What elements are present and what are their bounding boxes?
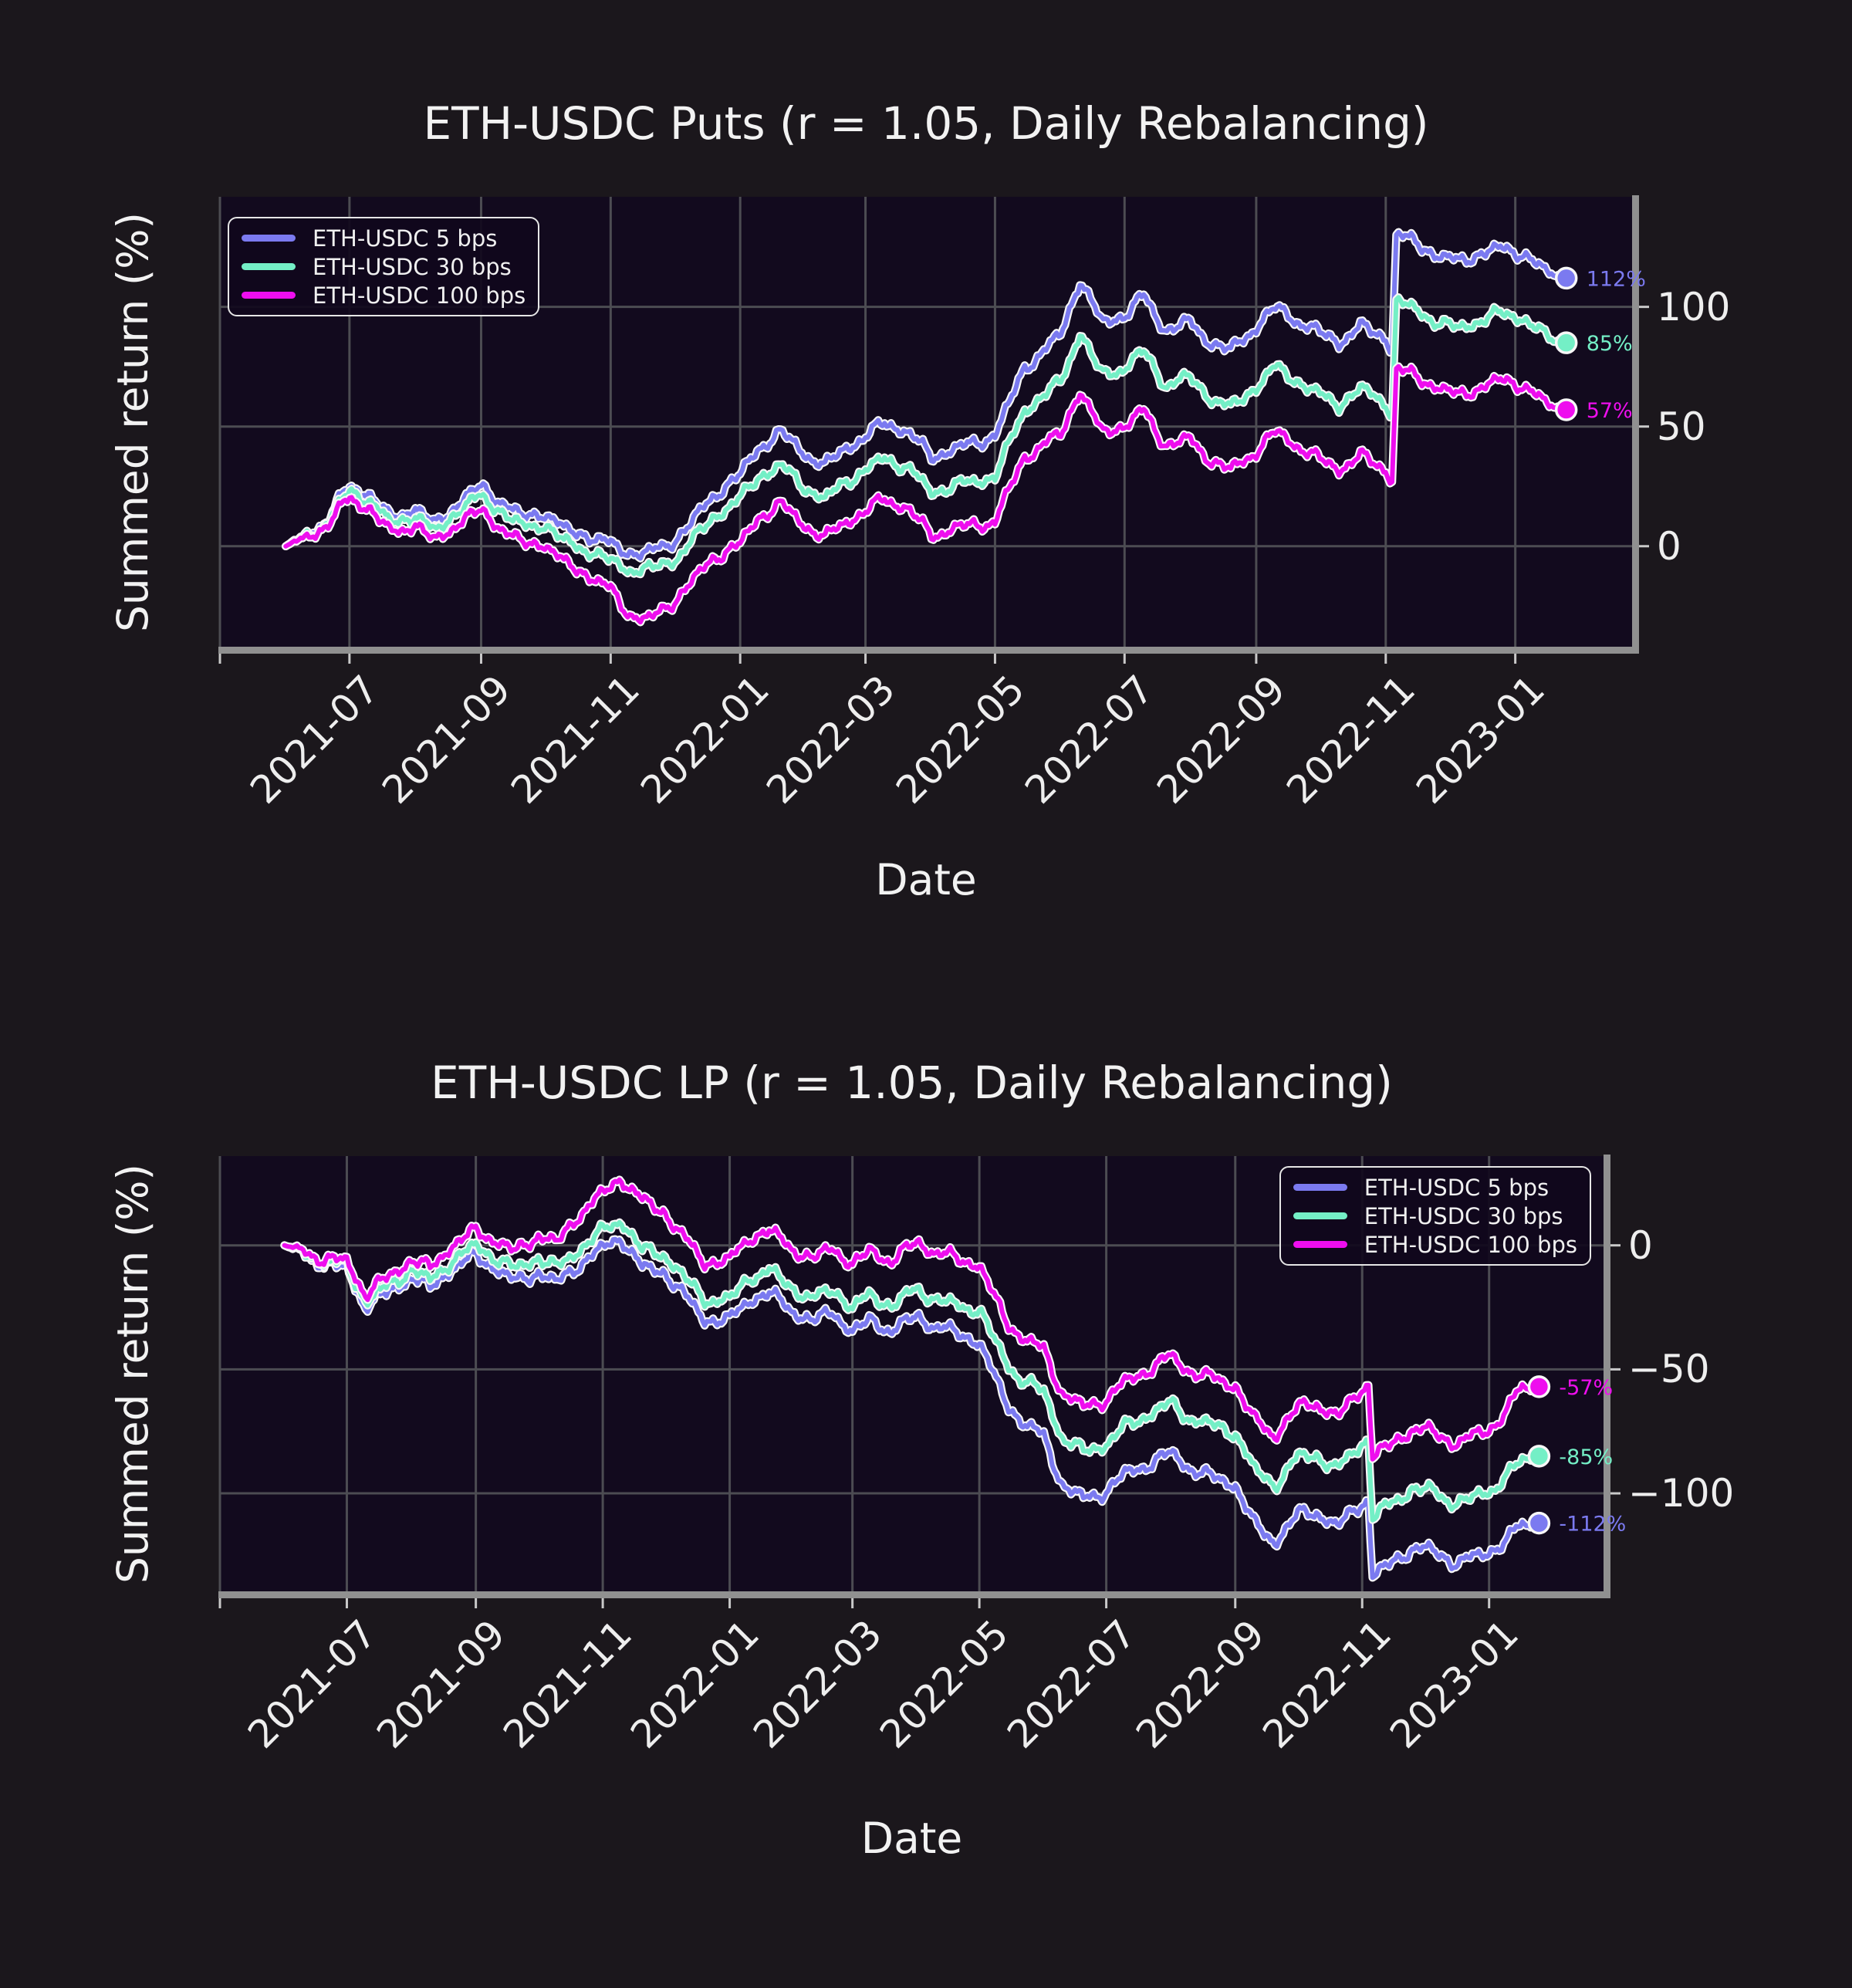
- endpoint-marker-lp-1: [1527, 1445, 1551, 1468]
- endpoint-label-lp-0: -112%: [1559, 1513, 1626, 1537]
- legend-swatch-icon: [242, 263, 296, 270]
- x-tick-label-lp: 2021-11: [495, 1611, 641, 1757]
- legend-label: ETH-USDC 5 bps: [1364, 1174, 1550, 1201]
- legend-lp: ETH-USDC 5 bps ETH-USDC 30 bps ETH-USDC 10…: [1279, 1166, 1591, 1266]
- x-axis-label-puts: Date: [875, 855, 977, 904]
- series-line-puts-0: [283, 229, 1569, 561]
- x-axis-label-lp: Date: [860, 1814, 963, 1863]
- axes-spines: [218, 1155, 1620, 1608]
- x-tick-label-lp: 2021-07: [238, 1611, 385, 1757]
- x-tick-label-lp: 2022-11: [1254, 1611, 1401, 1757]
- legend-label: ETH-USDC 30 bps: [1364, 1202, 1563, 1229]
- legend-item-puts-0: ETH-USDC 5 bps: [242, 224, 526, 252]
- series-line-puts-2: [283, 363, 1569, 625]
- legend-label: ETH-USDC 100 bps: [1364, 1231, 1577, 1258]
- x-tick-label-puts: 2022-01: [632, 667, 779, 813]
- x-tick-label-puts: 2021-11: [502, 667, 649, 813]
- legend-label: ETH-USDC 5 bps: [313, 225, 498, 252]
- legend-swatch-icon: [242, 235, 296, 242]
- endpoint-marker-lp-2: [1527, 1375, 1551, 1398]
- endpoint-label-puts-0: 112%: [1587, 267, 1646, 291]
- x-tick-label-puts: 2022-11: [1278, 667, 1424, 813]
- endpoint-label-puts-1: 85%: [1587, 332, 1633, 356]
- endpoint-label-lp-2: -57%: [1559, 1376, 1613, 1400]
- series-line-lp-2: [282, 1177, 1542, 1462]
- y-tick-label-lp: 0: [1628, 1222, 1653, 1268]
- y-axis-label-puts: Summed return (%): [108, 211, 157, 632]
- legend-swatch-icon: [242, 292, 296, 299]
- endpoint-marker-puts-1: [1554, 331, 1578, 354]
- legend-item-puts-1: ETH-USDC 30 bps: [242, 252, 526, 281]
- legend-item-lp-1: ETH-USDC 30 bps: [1293, 1202, 1577, 1230]
- endpoint-marker-puts-2: [1554, 398, 1578, 421]
- legend-item-puts-2: ETH-USDC 100 bps: [242, 281, 526, 309]
- legend-swatch-icon: [1293, 1184, 1347, 1191]
- x-tick-label-lp: 2021-09: [367, 1611, 514, 1757]
- x-tick-label-puts: 2021-07: [242, 667, 387, 813]
- legend-label: ETH-USDC 100 bps: [313, 282, 526, 309]
- y-tick-label-lp: −100: [1628, 1471, 1735, 1516]
- legend-puts: ETH-USDC 5 bps ETH-USDC 30 bps ETH-USDC 10…: [228, 217, 540, 316]
- endpoint-label-lp-1: -85%: [1559, 1445, 1613, 1469]
- endpoint-label-puts-2: 57%: [1587, 399, 1633, 423]
- series-line-lp-0: [282, 1236, 1542, 1581]
- y-tick-label-puts: 50: [1657, 404, 1706, 449]
- y-tick-label-lp: −50: [1628, 1347, 1710, 1392]
- x-tick-label-lp: 2022-09: [1127, 1611, 1273, 1757]
- x-tick-label-puts: 2021-09: [373, 667, 519, 813]
- chart-title-lp: ETH-USDC LP (r = 1.05, Daily Rebalancing…: [431, 1057, 1393, 1109]
- endpoint-marker-puts-0: [1554, 266, 1578, 290]
- x-tick-label-lp: 2022-05: [871, 1611, 1018, 1757]
- x-tick-label-puts: 2022-03: [757, 667, 904, 813]
- y-tick-label-puts: 100: [1657, 284, 1731, 330]
- endpoint-marker-lp-0: [1527, 1511, 1551, 1535]
- x-tick-label-lp: 2022-07: [998, 1611, 1144, 1757]
- x-tick-label-puts: 2023-01: [1407, 667, 1553, 813]
- x-tick-label-puts: 2022-09: [1148, 667, 1294, 813]
- legend-label: ETH-USDC 30 bps: [313, 253, 512, 280]
- y-tick-label-puts: 0: [1657, 523, 1681, 569]
- x-tick-label-puts: 2022-07: [1016, 667, 1163, 813]
- series-line-puts-1: [283, 295, 1569, 576]
- x-tick-label-lp: 2022-01: [621, 1611, 768, 1757]
- legend-item-lp-2: ETH-USDC 100 bps: [1293, 1230, 1577, 1259]
- chart-title-puts: ETH-USDC Puts (r = 1.05, Daily Rebalanci…: [423, 97, 1429, 150]
- legend-swatch-icon: [1293, 1241, 1347, 1248]
- y-axis-label-lp: Summed return (%): [108, 1164, 157, 1584]
- series-line-lp-1: [282, 1219, 1542, 1523]
- legend-swatch-icon: [1293, 1212, 1347, 1219]
- legend-item-lp-0: ETH-USDC 5 bps: [1293, 1173, 1577, 1202]
- axes-spines: [218, 195, 1649, 664]
- x-tick-label-lp: 2022-03: [744, 1611, 891, 1757]
- x-tick-label-puts: 2022-05: [887, 667, 1033, 813]
- x-tick-label-lp: 2023-01: [1381, 1611, 1527, 1757]
